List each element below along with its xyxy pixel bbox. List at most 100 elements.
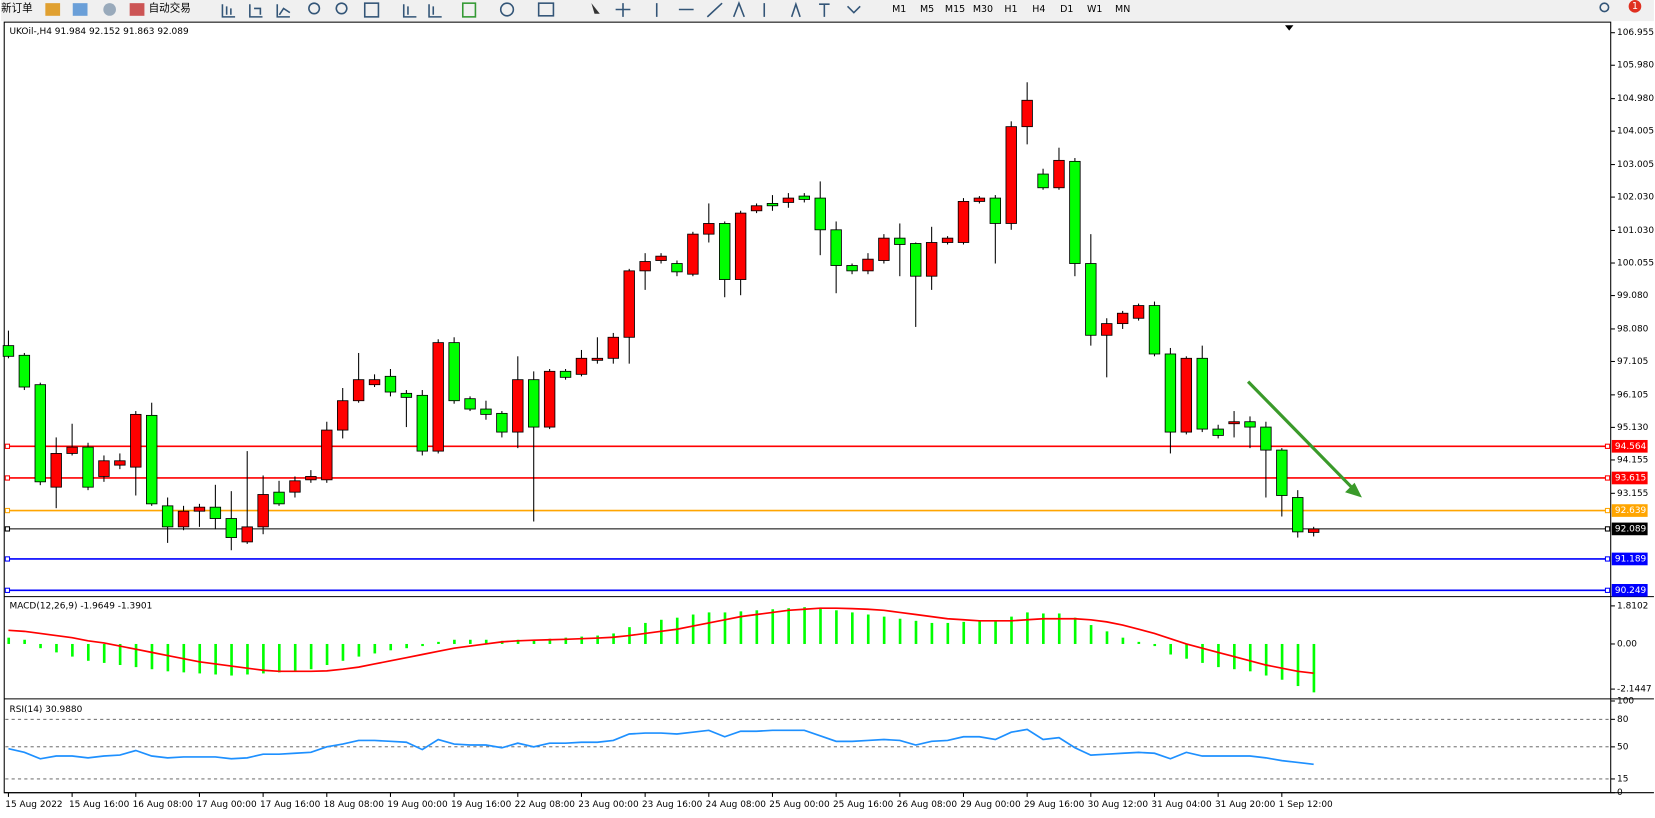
macd-bar — [914, 620, 918, 644]
candle-body — [2, 345, 15, 357]
icon[interactable] — [308, 2, 321, 15]
y-tick-label: 105.980 — [1617, 61, 1654, 71]
candle-body — [973, 197, 986, 202]
macd-bar — [389, 643, 393, 651]
y-tick-label: 96.105 — [1617, 390, 1648, 400]
macd-title: MACD(12,26,9) -1.9649 -1.3901 — [10, 602, 153, 612]
macd-bar — [166, 643, 170, 672]
timeframe-button[interactable]: D1 — [1060, 4, 1073, 15]
icon[interactable] — [537, 2, 555, 17]
candle-body — [289, 480, 301, 493]
macd-bar — [277, 643, 281, 673]
notification-badge[interactable] — [1628, 0, 1642, 13]
icon[interactable] — [428, 4, 442, 18]
shift-marker — [1284, 25, 1294, 31]
x-tick-label: 16 Aug 08:00 — [133, 800, 194, 810]
macd-bar — [866, 614, 870, 644]
candle-body — [496, 412, 508, 433]
candle-body — [703, 223, 715, 235]
timeframe-button[interactable]: M30 — [973, 4, 993, 15]
macd-bar — [962, 621, 966, 644]
macd-bar — [851, 612, 854, 644]
timeframe-button[interactable]: M15 — [945, 4, 965, 15]
macd-bar — [532, 639, 536, 644]
y-tick-label: 103.005 — [1617, 160, 1654, 170]
icon[interactable] — [615, 2, 723, 18]
icon[interactable] — [461, 2, 477, 18]
macd-bar — [803, 607, 806, 644]
candle-body — [225, 518, 237, 538]
macd-bar — [468, 639, 472, 644]
y-tick-label: 95.130 — [1617, 423, 1649, 433]
icon[interactable] — [276, 4, 291, 18]
macd-bar — [1089, 625, 1093, 644]
candle-body — [591, 357, 604, 361]
macd-bar — [1280, 643, 1284, 680]
candle-body — [512, 379, 524, 433]
level-handle — [1604, 507, 1611, 514]
timeframe-button[interactable]: W1 — [1087, 4, 1102, 15]
timeframe-button[interactable]: H1 — [1004, 4, 1017, 15]
level-label-bg — [1611, 439, 1648, 453]
macd-bar — [994, 620, 997, 644]
candle-body — [734, 212, 747, 280]
auto-trading-button[interactable]: 自动交易 — [149, 1, 191, 14]
timeframe-button[interactable]: MN — [1115, 4, 1130, 15]
timeframe-button[interactable]: M5 — [920, 4, 934, 15]
candle-body — [98, 460, 110, 477]
candle-body — [1180, 357, 1193, 433]
level-label-bg — [1611, 471, 1648, 485]
x-tick-label: 23 Aug 16:00 — [642, 800, 703, 810]
macd-bar — [373, 643, 377, 654]
icon[interactable] — [499, 2, 515, 17]
macd-bar — [787, 608, 790, 644]
candle-body — [432, 342, 444, 452]
candle-body — [894, 237, 906, 245]
candle-body — [830, 229, 842, 266]
candle-body — [910, 243, 922, 277]
timeframe-button[interactable]: H4 — [1032, 4, 1045, 15]
candle-body — [305, 476, 317, 481]
level-label-bg — [1611, 522, 1648, 536]
candle-body — [464, 398, 476, 410]
candle-body — [878, 237, 890, 261]
icon[interactable] — [103, 3, 116, 16]
icon[interactable] — [1599, 2, 1610, 13]
icon[interactable] — [249, 4, 263, 18]
candle-body — [161, 505, 174, 528]
candle-body — [559, 370, 572, 378]
macd-bar — [293, 643, 297, 672]
candle-body — [50, 453, 62, 488]
icon[interactable] — [363, 2, 380, 18]
macd-bar — [723, 612, 727, 644]
candle-body — [1069, 160, 1081, 264]
icon[interactable] — [402, 4, 417, 18]
icon[interactable] — [45, 3, 61, 16]
icon[interactable] — [72, 3, 88, 16]
timeframes: M1 M5 M15 M30 H1 H4 D1 W1 MN — [892, 4, 1130, 15]
y-tick-label: 97.105 — [1617, 357, 1648, 367]
macd-bar — [198, 643, 202, 674]
candle-body — [1196, 357, 1208, 430]
macd-bar — [421, 643, 424, 647]
macd-bar — [1201, 643, 1204, 663]
macd-bar — [214, 643, 217, 675]
icon[interactable] — [129, 3, 145, 16]
candle-body — [273, 491, 285, 505]
timeframe-button[interactable]: M1 — [892, 4, 906, 15]
macd-bar — [580, 636, 584, 644]
macd-bar — [1073, 617, 1077, 644]
candle-body — [321, 429, 333, 481]
macd-bar — [596, 635, 599, 644]
candle-body — [114, 460, 126, 466]
y-tick-label: 104.980 — [1617, 94, 1654, 104]
new-order-button[interactable]: 新订单 — [1, 1, 33, 14]
level-handle — [1604, 475, 1611, 481]
level-handle — [4, 507, 11, 514]
icon[interactable] — [732, 0, 861, 18]
icon[interactable] — [221, 4, 236, 18]
candle-body — [241, 526, 253, 543]
y-tick-label: 0.00 — [1617, 639, 1637, 649]
icon[interactable] — [335, 2, 348, 15]
